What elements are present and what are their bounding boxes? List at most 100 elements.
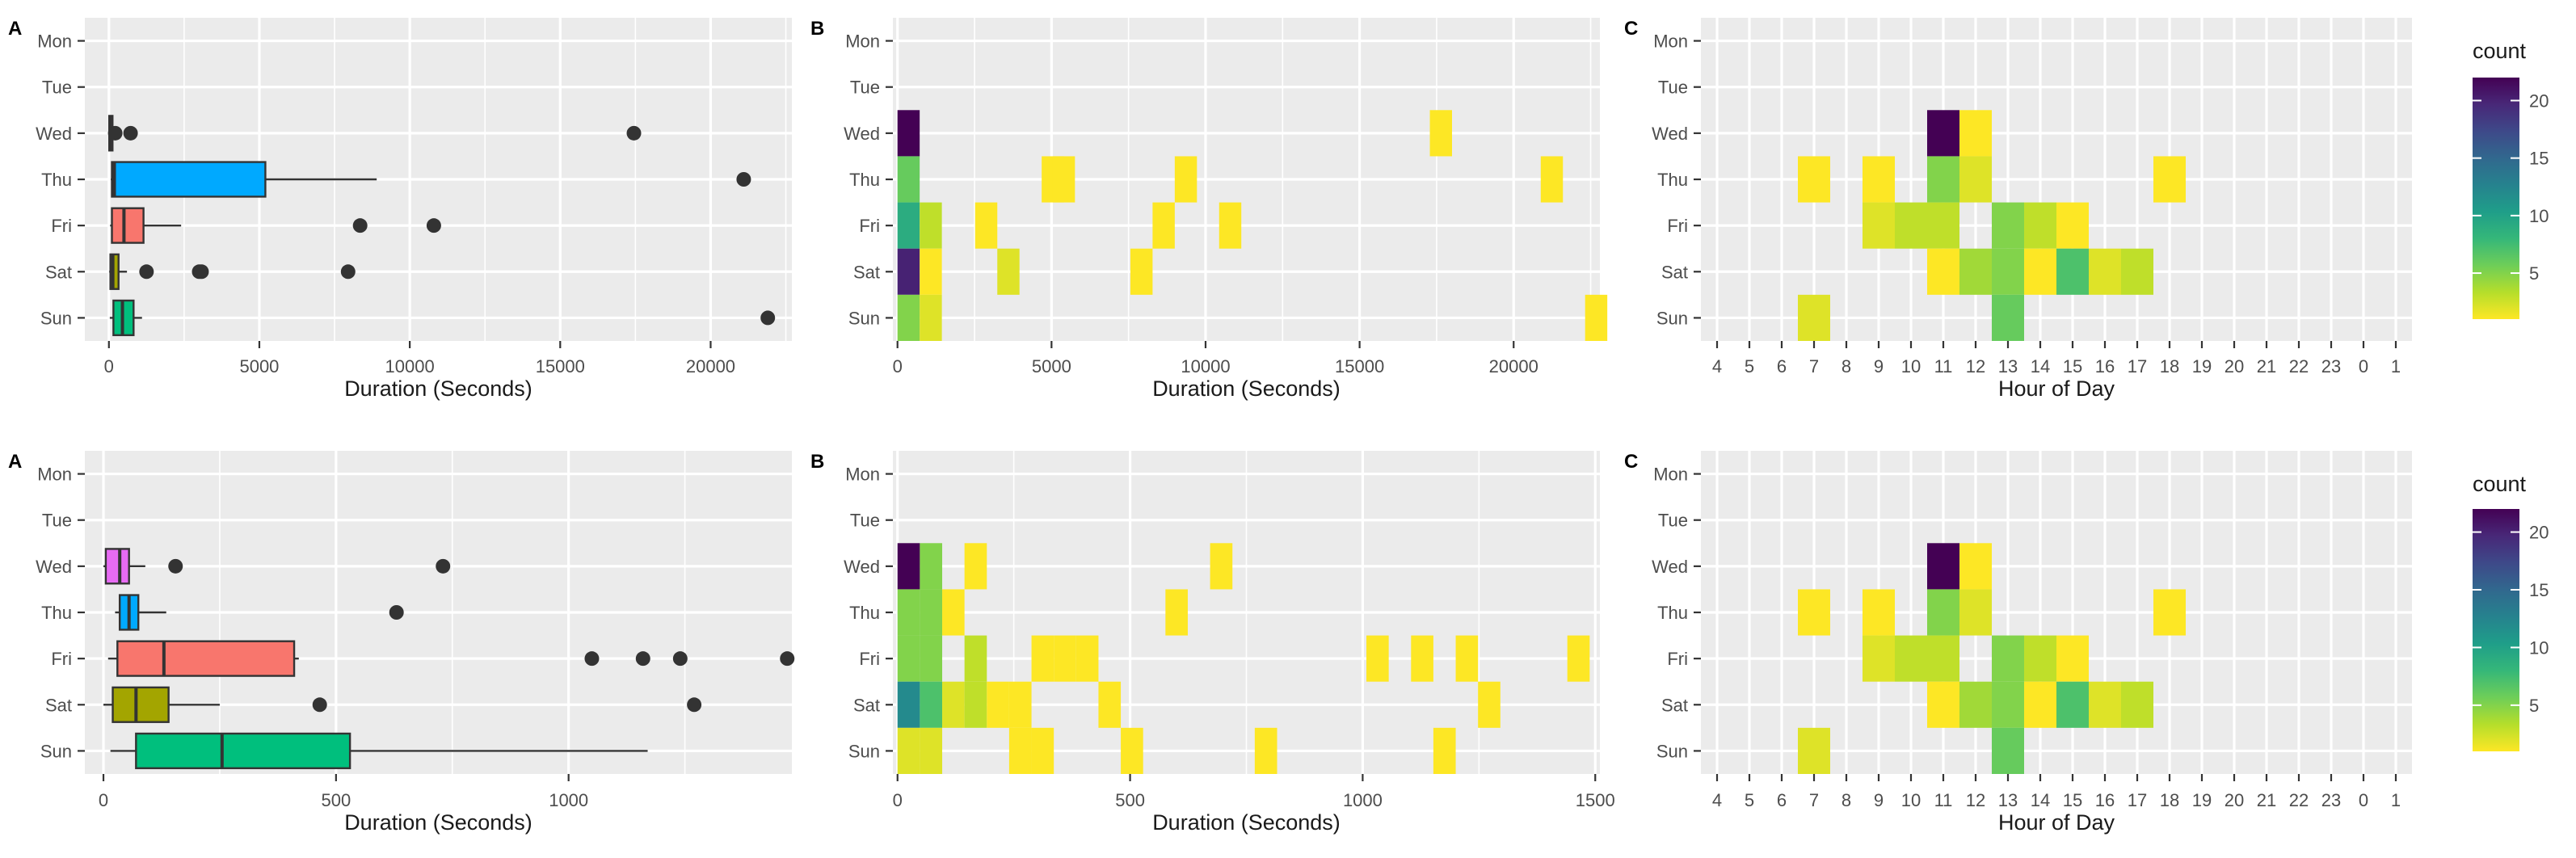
heat-cell [897,635,920,682]
x-tick-label: 15 [2063,356,2082,376]
y-tick-label: Thu [849,170,880,190]
box-fri [111,207,145,244]
outlier-point [426,218,441,233]
heat-cell [897,248,920,295]
heat-cell [1927,589,1959,636]
x-tick-label: 16 [2095,356,2115,376]
y-tick-label: Sun [40,308,72,328]
outlier-point [436,558,451,574]
y-tick-label: Tue [42,78,72,98]
y-tick-label: Wed [844,557,880,577]
heat-cell [2024,202,2056,249]
heat-cell [2056,635,2089,682]
x-tick-label: 12 [1966,790,1985,810]
x-tick-label: 19 [2192,356,2212,376]
x-tick-label: 8 [1842,356,1851,376]
legend-tick-label: 5 [2529,696,2539,716]
y-tick-label: Mon [1653,465,1688,485]
heat-cell [897,156,920,203]
heat-cell [2056,248,2089,295]
heat-cell [1429,110,1452,157]
y-tick-label: Mon [37,465,72,485]
heat-cell [987,681,1009,728]
x-tick-label: 4 [1712,790,1722,810]
box-sat [112,686,170,723]
y-tick-label: Sun [848,308,880,328]
y-tick-label: Sat [1661,262,1688,282]
x-tick-label: 500 [1115,790,1145,810]
heat-cell [1798,294,1830,341]
box-thu [111,161,267,198]
heat-cell [897,294,920,341]
y-tick-label: Mon [845,465,880,485]
heat-cell [1927,681,1959,728]
heat-cell [2121,681,2153,728]
x-tick-label: 19 [2192,790,2212,810]
heat-cell [897,543,920,590]
heat-cell [1927,202,1959,249]
x-tick-label: 5000 [1032,356,1071,376]
x-tick-label: 12 [1966,356,1985,376]
heat-cell [897,110,920,157]
y-tick-label: Mon [845,32,880,52]
outlier-point [168,558,183,574]
x-tick-label: 0 [104,356,114,376]
x-tick-label: 5000 [239,356,279,376]
heat-cell [1152,202,1175,249]
x-tick-label: 20000 [686,356,735,376]
heat-cell [1959,110,1992,157]
heat-cell [1959,681,1992,728]
heat-cell [1863,156,1895,203]
x-tick-label: 10 [1901,356,1921,376]
outlier-point [123,125,138,141]
y-tick-label: Sat [853,695,880,715]
legend-colorbar [2473,78,2519,319]
x-tick-label: 0 [2359,356,2368,376]
panel-tag: C [1624,18,1638,40]
heat-cell [1959,248,1992,295]
heat-cell [897,589,920,636]
y-tick-label: Thu [1657,170,1688,190]
heat-cell [897,202,920,249]
heat-cell [2121,248,2153,295]
x-tick-label: 15 [2063,790,2082,810]
outlier-point [389,605,404,620]
y-tick-label: Sun [848,741,880,761]
heat-cell [1863,202,1895,249]
heat-cell [1455,635,1479,682]
y-tick-label: Thu [849,603,880,623]
heat-cell [2089,248,2121,295]
heat-cell [1992,681,2024,728]
y-tick-label: Wed [844,124,880,144]
heat-cell [1895,202,1927,249]
heat-cell [897,727,920,774]
heat-cell [1927,543,1959,590]
heat-cell [1992,635,2024,682]
heat-cell [1992,294,2024,341]
heat-cell [1366,635,1389,682]
heat-cell [1031,727,1054,774]
heat-cell [1098,681,1122,728]
outlier-point [340,264,356,280]
outlier-point [687,697,702,713]
heat-cell [2024,635,2056,682]
heat-cell [920,543,943,590]
heat-cell [1992,727,2024,774]
x-tick-label: 14 [2031,790,2050,810]
y-tick-label: Fri [859,649,880,669]
heat-cell [974,202,998,249]
heat-cell [1008,681,1032,728]
heat-cell [1863,589,1895,636]
x-tick-label: 0 [99,790,108,810]
heat-cell [1927,635,1959,682]
y-tick-label: Wed [36,124,72,144]
x-tick-label: 5 [1745,356,1754,376]
legend-tick-label: 10 [2529,206,2549,226]
heat-cell [1411,635,1433,682]
y-tick-label: Wed [36,557,72,577]
box-wed [104,548,130,585]
x-axis-title: Duration (Seconds) [1152,810,1341,835]
heat-cell [920,681,943,728]
heat-cell [1863,635,1895,682]
x-tick-label: 7 [1809,356,1819,376]
